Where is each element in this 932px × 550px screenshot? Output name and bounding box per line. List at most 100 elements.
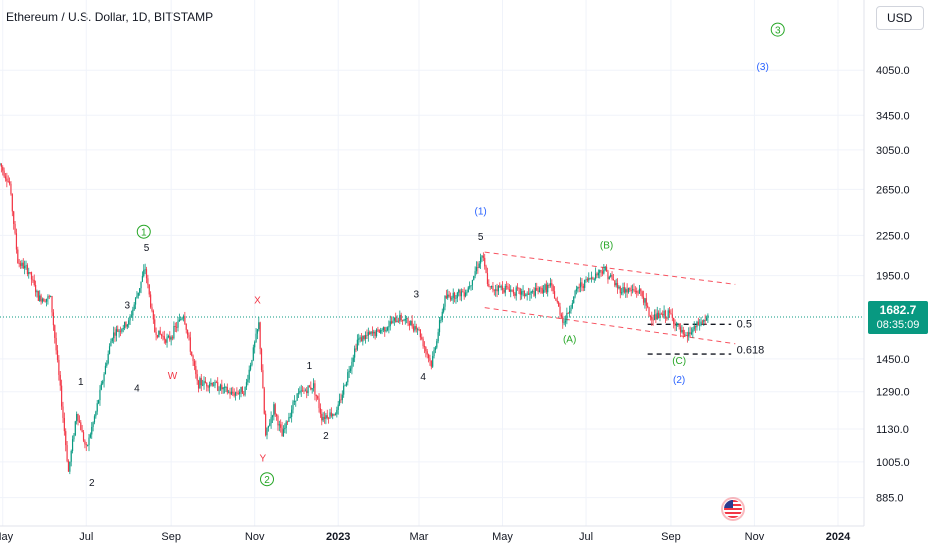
candle-body [525, 294, 527, 297]
candle-body [688, 332, 690, 337]
candle-body [96, 403, 98, 412]
candle-body [707, 315, 709, 318]
candle-body [489, 286, 491, 288]
candle-body [570, 307, 572, 311]
candle-body [460, 291, 463, 297]
candle-body [304, 390, 306, 392]
candle-body [668, 310, 671, 313]
currency-button[interactable]: USD [876, 6, 924, 30]
candle-body [130, 315, 133, 317]
candle-body [560, 314, 562, 317]
wave-label: X [254, 296, 261, 307]
wave-label: 3 [413, 289, 419, 300]
candle-body [563, 322, 565, 324]
candle-body [530, 291, 532, 293]
candle-body [585, 279, 587, 280]
candle-body [699, 324, 701, 326]
candle-body [160, 334, 163, 336]
candle-body [51, 296, 53, 313]
candle-body [18, 263, 20, 264]
candle-body [128, 320, 130, 325]
candle-body [475, 267, 478, 272]
candle-body [133, 304, 135, 310]
candle-body [144, 269, 146, 271]
candle-body [389, 321, 391, 327]
candle-body [6, 178, 8, 182]
candle-body [115, 329, 117, 336]
candle-body [25, 265, 27, 267]
candle-body [638, 288, 641, 294]
candle-body [265, 413, 267, 436]
candle-body [690, 332, 693, 335]
candle-body [414, 326, 416, 331]
candle-body [542, 289, 545, 293]
candle-body [44, 301, 46, 303]
candle-body [526, 293, 528, 295]
candle-body [11, 194, 13, 212]
candle-body [359, 337, 361, 339]
candle-body [649, 315, 651, 318]
candle-body [325, 415, 327, 420]
candle-body [155, 332, 157, 335]
candle-body [703, 320, 705, 323]
candle-body [100, 383, 102, 390]
candle-body [13, 211, 15, 224]
candle-body [139, 288, 141, 293]
candle-body [314, 383, 316, 395]
candle-body [404, 318, 406, 321]
wave-label: 2 [323, 431, 329, 442]
candle-body [310, 387, 312, 390]
candle-body [336, 409, 338, 415]
candle-body [663, 310, 665, 316]
candle-body [636, 290, 638, 293]
candle-body [281, 427, 283, 437]
y-tick-label: 885.0 [876, 493, 904, 505]
candle-body [385, 330, 387, 332]
candle-body [56, 350, 59, 360]
candle-body [586, 279, 589, 281]
candle-body [284, 428, 286, 430]
candle-body [382, 327, 384, 330]
candle-body [370, 331, 372, 335]
candle-body [674, 323, 676, 327]
candle-body [451, 297, 453, 300]
candle-body [48, 296, 50, 298]
candle-body [552, 285, 554, 292]
candle-body [30, 272, 33, 280]
candle-body [108, 346, 111, 354]
candle-body [329, 412, 331, 419]
us-flag-icon[interactable] [720, 496, 746, 522]
candle-body [47, 296, 49, 299]
candle-body [266, 427, 268, 436]
candle-body [455, 298, 457, 299]
candle-body [291, 409, 293, 417]
candle-body [496, 289, 498, 292]
candle-body [319, 408, 322, 414]
candle-body [651, 317, 653, 320]
candle-body [285, 421, 287, 429]
candle-body [40, 295, 42, 302]
y-tick-label: 2650.0 [876, 184, 910, 196]
candle-body [400, 314, 402, 321]
wave-circle [770, 22, 785, 37]
candle-body [410, 320, 412, 326]
candle-body [362, 335, 364, 342]
candle-body [564, 320, 567, 323]
candle-body [354, 348, 356, 358]
candle-body [503, 290, 505, 293]
x-tick-label: Sep [661, 531, 681, 543]
candle-body [653, 314, 656, 320]
candle-body [208, 384, 211, 388]
candle-body [697, 321, 699, 326]
candle-body [432, 356, 434, 367]
candle-body [397, 320, 400, 322]
candle-body [417, 329, 419, 331]
candle-body [492, 285, 494, 290]
candle-body [507, 286, 509, 290]
candle-body [171, 337, 174, 339]
candle-body [541, 288, 543, 293]
candle-body [637, 292, 639, 294]
candle-body [407, 318, 409, 324]
candle-body [45, 298, 48, 302]
